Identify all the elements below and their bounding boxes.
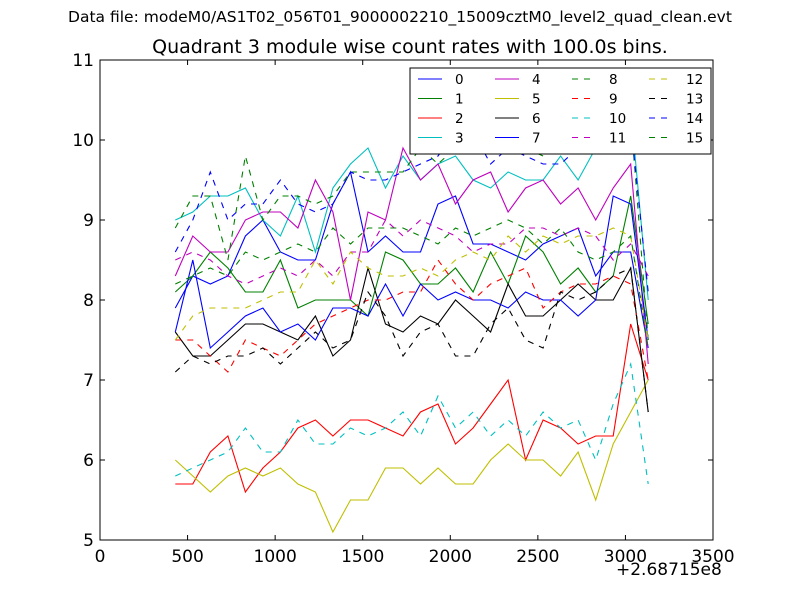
series-line-5 (174, 379, 649, 534)
series-line-2 (175, 323, 649, 494)
series-line-6 (174, 265, 649, 413)
x-tick-label: 500 (171, 547, 203, 567)
legend-label-15: 15 (686, 131, 703, 147)
legend-label-10: 10 (609, 111, 626, 127)
chart-title: Quadrant 3 module wise count rates with … (152, 36, 668, 58)
x-tick-label: 2000 (429, 547, 472, 567)
y-tick-label: 11 (72, 51, 94, 71)
x-axis-offset-label: +2.68715e8 (616, 560, 722, 580)
x-tick-label: 3500 (691, 547, 734, 567)
x-tick-label: 3000 (604, 547, 647, 567)
legend-label-2: 2 (455, 111, 464, 127)
legend-label-11: 11 (609, 131, 626, 147)
legend-label-9: 9 (609, 92, 618, 108)
y-tick-label: 5 (83, 531, 94, 551)
series-lines (174, 106, 649, 534)
legend-label-8: 8 (609, 72, 618, 88)
legend-label-5: 5 (532, 92, 541, 108)
series-line-0 (174, 170, 649, 349)
chart-supertitle: Data file: modeM0/AS1T02_056T01_90000022… (68, 8, 732, 26)
legend-label-4: 4 (532, 72, 541, 88)
series-line-12 (174, 227, 649, 341)
series-line-13 (174, 267, 649, 413)
legend-label-13: 13 (686, 92, 703, 108)
legend-label-7: 7 (532, 131, 541, 147)
legend-label-6: 6 (532, 111, 541, 127)
x-tick-label: 0 (95, 547, 106, 567)
series-line-4 (174, 146, 649, 365)
y-tick-label: 7 (83, 371, 94, 391)
legend-label-14: 14 (686, 111, 703, 127)
series-line-14 (174, 123, 649, 293)
y-tick-label: 10 (72, 131, 94, 151)
series-line-15 (175, 219, 649, 349)
series-line-10 (175, 362, 649, 485)
legend-label-1: 1 (455, 92, 464, 108)
x-tick-label: 1500 (341, 547, 384, 567)
series-line-1 (174, 195, 649, 325)
series-line-11 (175, 219, 649, 285)
series-line-9 (175, 258, 649, 381)
x-tick-label: 2500 (516, 547, 559, 567)
legend-label-3: 3 (455, 131, 464, 147)
legend-label-12: 12 (686, 72, 703, 88)
y-tick-label: 6 (83, 451, 94, 471)
legend-box (409, 67, 712, 155)
x-tick-label: 1000 (254, 547, 297, 567)
legend-label-0: 0 (455, 72, 464, 88)
y-tick-label: 9 (83, 211, 94, 231)
series-line-7 (174, 195, 649, 350)
y-tick-label: 8 (83, 291, 94, 311)
